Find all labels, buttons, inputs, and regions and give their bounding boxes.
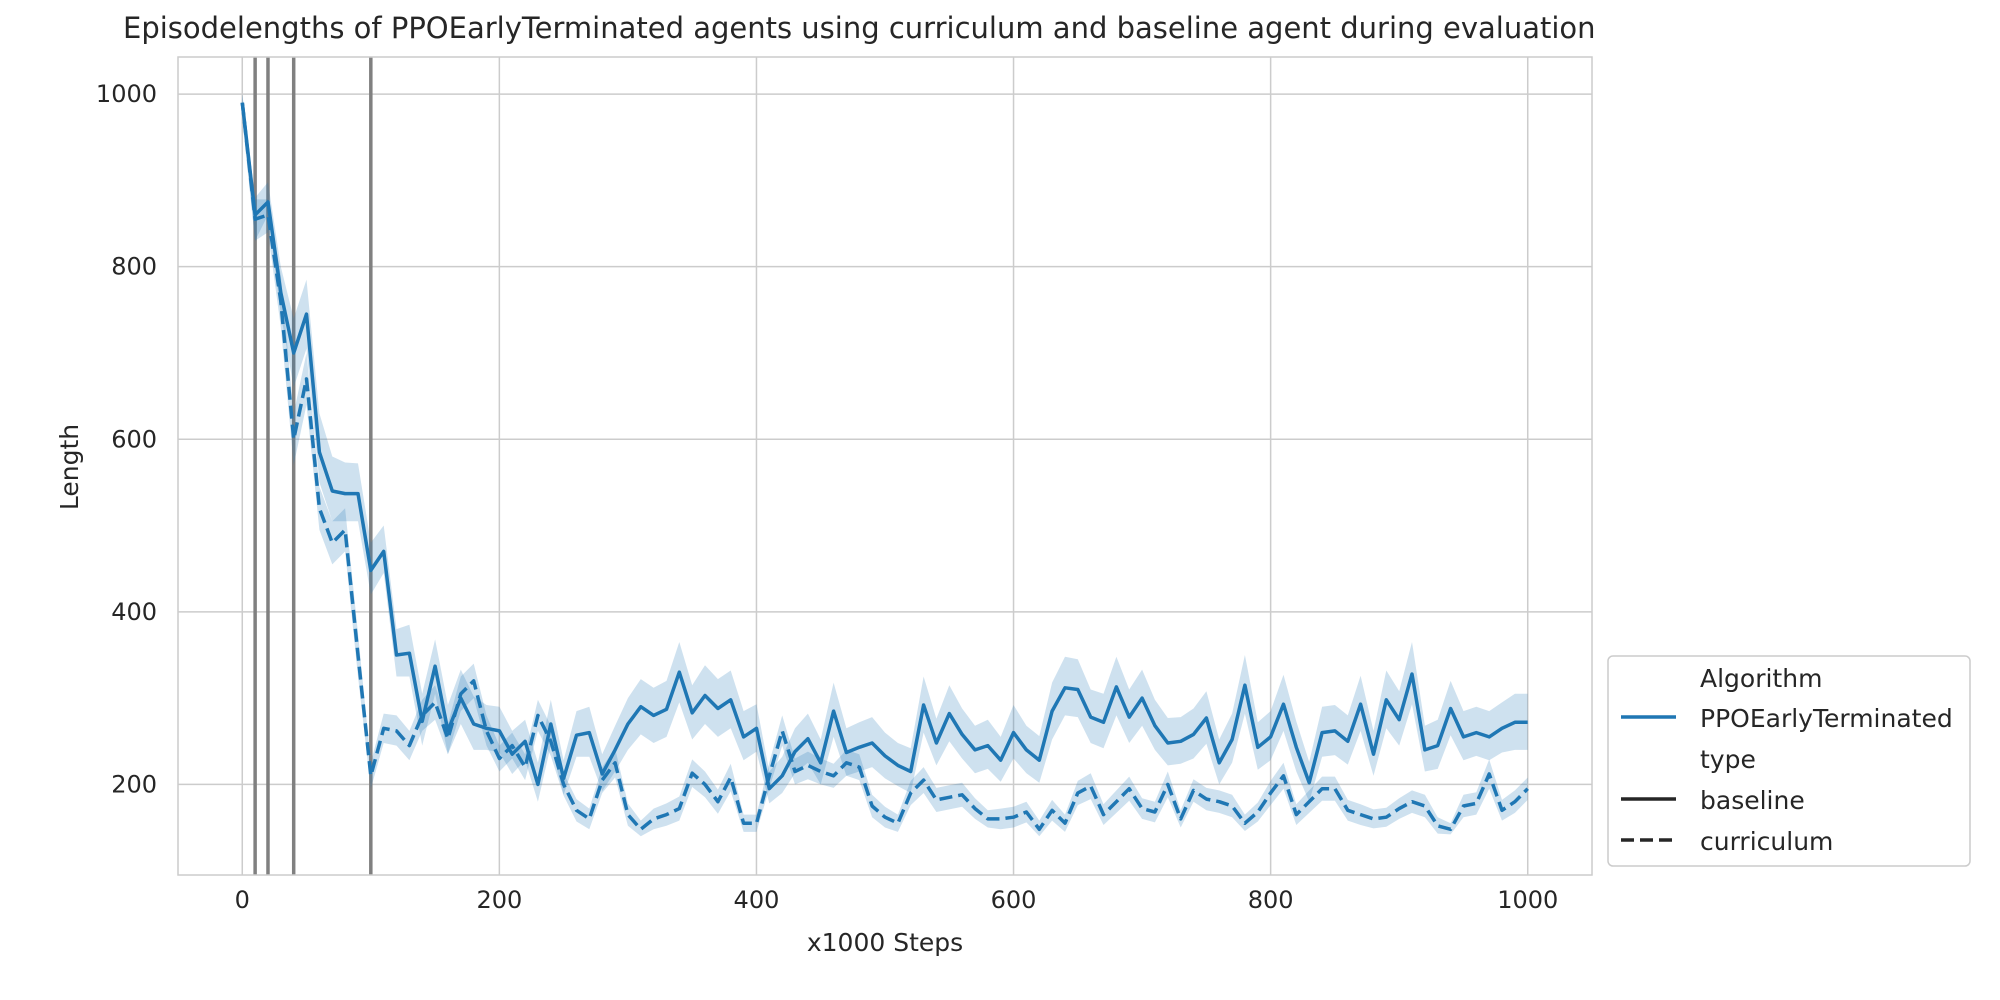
- legend: Algorithm PPOEarlyTerminated type baseli…: [1607, 655, 1971, 867]
- x-axis-ticks: 0 200 400 600 800 1000: [235, 886, 1559, 914]
- x-axis-label: x1000 Steps: [807, 928, 963, 957]
- grid-lines: [178, 57, 1592, 875]
- y-tick-label: 600: [111, 425, 157, 453]
- x-tick-label: 600: [991, 886, 1037, 914]
- legend-box: [1607, 655, 1971, 867]
- x-tick-label: 1000: [1497, 886, 1558, 914]
- x-tick-label: 800: [1248, 886, 1294, 914]
- y-axis-ticks: 200 400 600 800 1000: [96, 80, 157, 798]
- y-axis-label: Length: [55, 424, 84, 510]
- legend-algorithm-entry: PPOEarlyTerminated: [1700, 704, 1953, 733]
- y-tick-label: 400: [111, 598, 157, 626]
- confidence-band-baseline: [242, 94, 1528, 804]
- x-tick-label: 200: [476, 886, 522, 914]
- series-lines: [240, 102, 1529, 832]
- plot-area: [177, 56, 1593, 876]
- legend-curriculum-label: curriculum: [1700, 827, 1833, 856]
- x-tick-label: 400: [734, 886, 780, 914]
- y-tick-label: 200: [111, 770, 157, 798]
- y-tick-label: 800: [111, 253, 157, 281]
- confidence-bands: [242, 94, 1528, 837]
- legend-baseline-label: baseline: [1700, 786, 1805, 815]
- y-tick-label: 1000: [96, 80, 157, 108]
- legend-type-title: type: [1700, 745, 1756, 774]
- curriculum-switch-lines: [253, 57, 373, 875]
- chart-title: Episodelengths of PPOEarlyTerminated age…: [123, 11, 1596, 45]
- plot-frame: [177, 56, 1593, 876]
- x-tick-label: 0: [235, 886, 250, 914]
- series-line-curriculum: [240, 102, 1529, 832]
- legend-algorithm-title: Algorithm: [1700, 664, 1822, 693]
